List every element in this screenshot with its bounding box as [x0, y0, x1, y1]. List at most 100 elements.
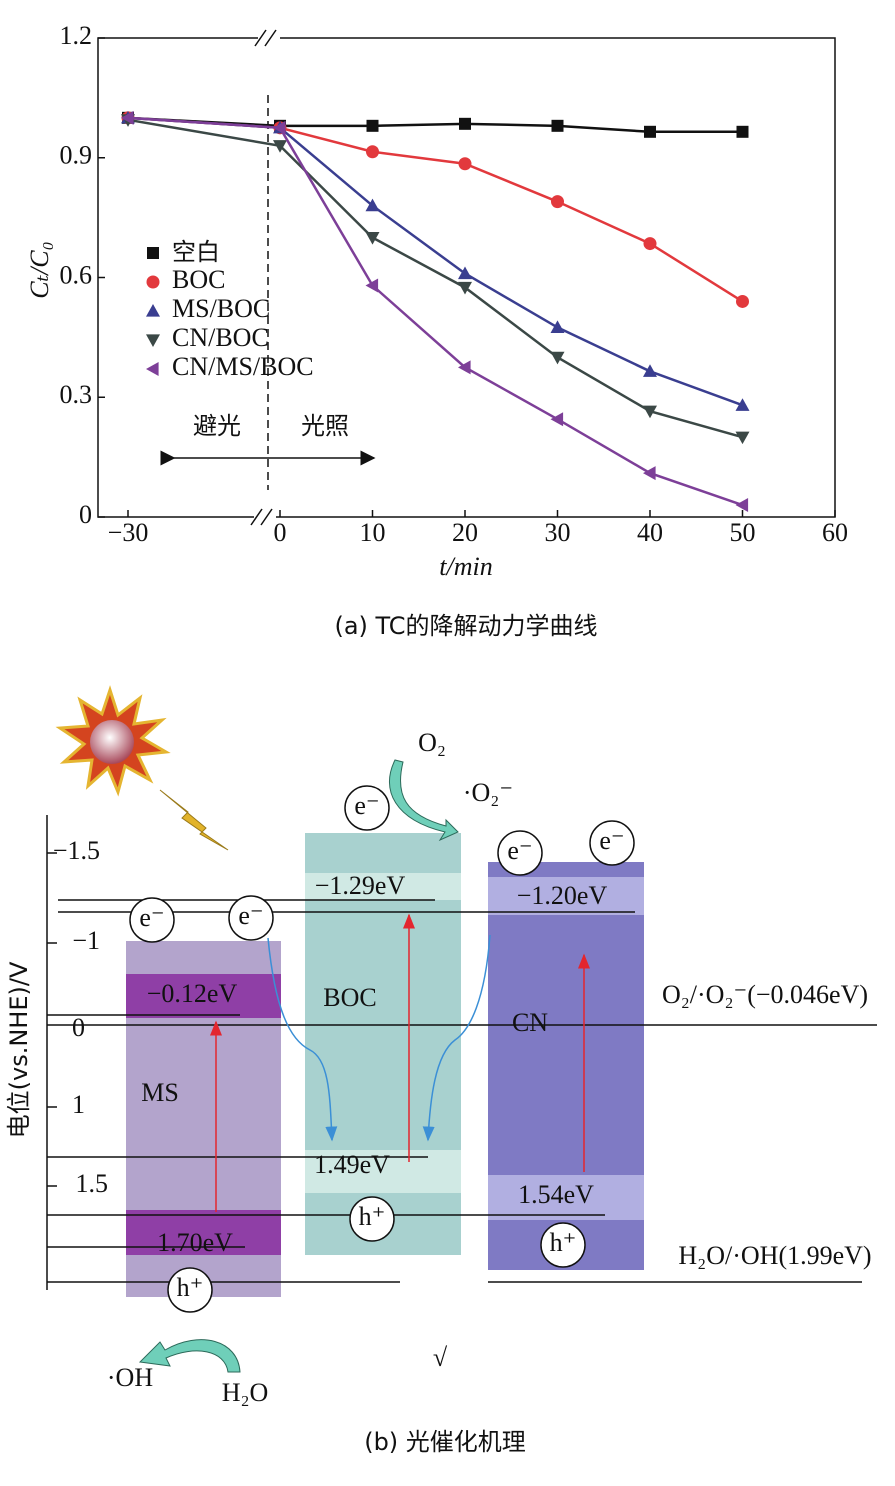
y-tick-label: 0.3: [60, 380, 93, 409]
tick-label: −1.5: [53, 836, 100, 865]
marker: [551, 119, 564, 132]
band-edge: 1.49eV: [314, 1150, 390, 1179]
marker: [458, 157, 472, 171]
marker: [366, 119, 379, 132]
band-edge: −1.29eV: [315, 871, 406, 900]
check-mark: √: [433, 1343, 448, 1372]
band-edge: 1.54eV: [518, 1180, 594, 1209]
carrier-label: e⁻: [599, 826, 624, 855]
species: H₂O: [222, 1378, 269, 1407]
marker: [735, 398, 750, 411]
carrier-circle: [589, 820, 635, 866]
x-tick-label: −30: [108, 518, 149, 547]
carrier-label: e⁻: [139, 903, 164, 932]
legend-marker: [147, 247, 159, 259]
marker: [459, 117, 471, 130]
break-mark: [250, 29, 277, 526]
marker: [736, 125, 749, 138]
band-name: BOC: [323, 983, 376, 1012]
marker: [643, 364, 657, 377]
cb-ms: [126, 974, 281, 1018]
marker: [273, 140, 287, 153]
x-tick-label: 0: [274, 518, 287, 547]
x-tick-label: 20: [452, 518, 478, 547]
legend-marker: [146, 304, 160, 317]
excitation-arrows: [210, 913, 590, 1212]
legend-label: CN/MS/BOC: [172, 352, 314, 381]
legend-label: 空白: [172, 238, 220, 266]
carrier-label: e⁻: [354, 791, 379, 820]
vb-cn: [488, 1175, 644, 1220]
carrier-circle: [497, 830, 543, 876]
y-tick-label: 0.6: [60, 260, 93, 289]
carrier-label: e⁻: [238, 901, 263, 930]
y-tick-label: 0: [79, 500, 92, 529]
y-tick-label: 0.9: [60, 141, 93, 170]
carrier-circle: [349, 1196, 395, 1242]
caption: (b) 光催化机理: [364, 1428, 526, 1456]
band-edge: −1.20eV: [517, 881, 608, 910]
carrier-circle: [540, 1222, 586, 1268]
y-tick-label: 1.2: [60, 21, 93, 50]
band-edge: 1.70eV: [157, 1228, 233, 1257]
carrier-circle: [129, 897, 175, 943]
species: ·OH: [107, 1363, 153, 1392]
marker: [273, 120, 286, 135]
carrier-circle: [167, 1267, 213, 1313]
legend-label: MS/BOC: [172, 294, 270, 323]
y-axis-label: Cₜ/C₀: [25, 241, 54, 298]
cb-cn: [488, 877, 644, 915]
carrier-circle: [344, 785, 390, 831]
marker: [550, 320, 565, 333]
sun: [55, 685, 229, 851]
marker: [365, 198, 380, 212]
marker: [644, 125, 656, 138]
x-tick-label: 30: [545, 518, 571, 547]
marker: [736, 294, 749, 308]
annotation: 光照: [301, 412, 349, 440]
reaction-arrow: [138, 1339, 241, 1373]
marker: [735, 498, 749, 513]
marker: [365, 231, 380, 245]
cb-boc: [305, 873, 461, 900]
species: H₂O/·OH(1.99eV): [678, 1241, 871, 1270]
axis-label: 电位(vs.NHE)/V: [5, 961, 33, 1138]
carrier-label: h⁺: [177, 1273, 204, 1302]
carrier-label: h⁺: [550, 1228, 577, 1257]
legend-marker: [146, 334, 160, 347]
carrier-label: e⁻: [507, 836, 532, 865]
marker: [458, 360, 471, 375]
band-name: CN: [512, 1008, 548, 1037]
marker: [550, 412, 564, 427]
marker: [458, 281, 472, 295]
x-tick-label: 10: [360, 518, 386, 547]
band-name: MS: [141, 1078, 179, 1107]
marker: [643, 405, 657, 419]
tick-label: 1.5: [76, 1169, 109, 1198]
legend-marker: [146, 275, 160, 289]
marker: [643, 237, 657, 251]
carrier-circle: [228, 895, 274, 941]
legend-label: CN/BOC: [172, 323, 269, 352]
band-edge: −0.12eV: [147, 979, 238, 1008]
carrier-label: h⁺: [359, 1202, 386, 1231]
legend-label: BOC: [172, 265, 225, 294]
marker: [121, 110, 134, 125]
tick-label: 1: [72, 1090, 85, 1119]
marker: [366, 145, 379, 159]
species: O₂/·O₂⁻(−0.046eV): [662, 980, 868, 1009]
tick-label: 0: [72, 1013, 85, 1042]
tick-label: −1: [72, 926, 100, 955]
legend-marker: [146, 362, 159, 376]
x-axis-label: t/min: [439, 552, 492, 581]
marker: [735, 431, 750, 445]
species: O₂: [418, 728, 446, 757]
marker: [365, 278, 379, 293]
caption: (a) TC的降解动力学曲线: [334, 612, 597, 640]
reaction-arrow: [389, 759, 459, 842]
chart: 避光 光照 t/min Cₜ/C₀ (a) TC的降解动力学曲线 −30 0 10 2…: [25, 21, 848, 640]
diagram: 电位(vs.NHE)/V −1.5 −1 0 1 1.5 MS BOC CN −…: [5, 685, 877, 1456]
x-tick-label: 60: [822, 518, 848, 547]
x-tick-label: 50: [730, 518, 756, 547]
